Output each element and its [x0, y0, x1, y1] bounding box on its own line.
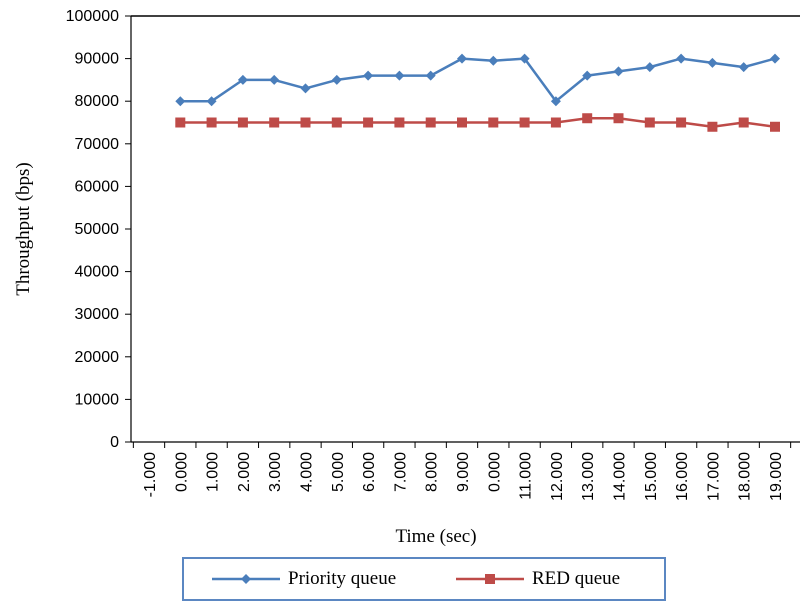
data-point-priority-queue	[363, 70, 374, 81]
data-point-priority-queue	[582, 70, 593, 81]
data-point-priority-queue	[738, 62, 749, 73]
y-tick-label: 0	[110, 434, 119, 451]
data-point-red-queue	[550, 117, 561, 128]
data-point-red-queue	[363, 117, 374, 128]
x-tick-label: 8.000	[424, 452, 441, 492]
data-point-red-queue	[582, 113, 593, 124]
y-tick-label: 40000	[75, 264, 120, 281]
y-tick-label: 10000	[75, 391, 120, 408]
data-point-priority-queue	[644, 62, 655, 73]
y-tick-label: 100000	[66, 8, 119, 25]
x-axis-title: Time (sec)	[395, 526, 476, 547]
legend-item-priority-queue: Priority queue	[212, 559, 396, 599]
data-point-priority-queue	[457, 53, 467, 64]
data-point-red-queue	[394, 117, 405, 128]
y-tick-label: 20000	[75, 349, 120, 366]
x-tick-label: 7.000	[392, 452, 409, 492]
x-tick-label: 17.000	[705, 452, 722, 501]
data-point-priority-queue	[519, 53, 530, 64]
data-point-red-queue	[644, 117, 655, 128]
x-tick-label: 15.000	[643, 452, 660, 501]
data-point-priority-queue	[300, 83, 311, 94]
y-axis-title: Throughput (bps)	[13, 162, 34, 296]
data-point-priority-queue	[331, 74, 342, 85]
data-point-red-queue	[237, 117, 248, 128]
x-tick-label: 6.000	[361, 452, 378, 492]
data-point-priority-queue	[707, 57, 718, 68]
x-tick-label: 5.000	[330, 452, 347, 492]
y-tick-label: 60000	[75, 178, 120, 195]
x-tick-label: 3.000	[267, 452, 284, 492]
x-tick-label: 9.000	[455, 452, 472, 492]
data-point-red-queue	[300, 117, 311, 128]
y-tick-label: 90000	[75, 51, 120, 68]
data-point-red-queue	[519, 117, 530, 128]
data-point-red-queue	[269, 117, 280, 128]
x-tick-label: 19.000	[768, 452, 785, 501]
y-axis-ticks: 0 10000 20000 30000 40000 50000 60000 70000 8000…	[66, 8, 131, 451]
x-tick-label: 12.000	[549, 452, 566, 501]
x-tick-label: 0.000	[173, 452, 190, 492]
x-tick-label: 16.000	[674, 452, 691, 501]
data-point-red-queue	[175, 117, 186, 128]
legend-item-red-queue: RED queue	[456, 559, 620, 599]
x-tick-label: 0.000	[486, 452, 503, 492]
data-point-priority-queue	[206, 96, 217, 107]
y-tick-label: 70000	[75, 136, 120, 153]
y-tick-label: 30000	[75, 306, 120, 323]
x-tick-label: 18.000	[737, 452, 754, 501]
series-line-priority-queue	[180, 57, 776, 103]
legend-swatch-red-queue	[456, 574, 524, 584]
data-point-priority-queue	[613, 66, 624, 77]
series-layer	[175, 53, 780, 132]
data-point-priority-queue	[394, 70, 405, 81]
data-point-red-queue	[425, 117, 436, 128]
x-tick-label: 4.000	[299, 452, 316, 492]
data-point-priority-queue	[770, 53, 780, 64]
series-line-red-queue	[180, 116, 776, 129]
x-tick-label: 1.000	[205, 452, 222, 492]
data-point-priority-queue	[550, 96, 561, 107]
legend-label-red-queue: RED queue	[532, 568, 621, 589]
data-point-red-queue	[707, 121, 718, 132]
data-point-priority-queue	[269, 74, 280, 85]
legend: Priority queue RED queue	[182, 557, 666, 601]
data-point-red-queue	[738, 117, 749, 128]
x-tick-label: 13.000	[580, 452, 597, 501]
throughput-chart: 0 10000 20000 30000 40000 50000 60000 70000 8000…	[13, 8, 800, 547]
data-point-priority-queue	[425, 70, 436, 81]
data-point-red-queue	[457, 117, 467, 128]
data-point-red-queue	[770, 121, 780, 132]
x-tick-label: -1.000	[142, 452, 159, 497]
legend-label-priority-queue: Priority queue	[288, 568, 397, 589]
data-point-red-queue	[676, 117, 687, 128]
data-point-red-queue	[331, 117, 342, 128]
data-point-red-queue	[488, 117, 499, 128]
y-tick-label: 50000	[75, 221, 120, 238]
x-axis-ticks: -1.000 0.000 1.000 2.000 3.000 4.000 5.000 6.00…	[132, 442, 792, 501]
data-point-red-queue	[206, 117, 217, 128]
x-tick-label: 14.000	[612, 452, 629, 501]
data-point-priority-queue	[237, 74, 248, 85]
data-point-priority-queue	[676, 53, 687, 64]
data-point-priority-queue	[488, 55, 499, 66]
x-tick-label: 11.000	[518, 452, 535, 500]
y-tick-label: 80000	[75, 93, 120, 110]
data-point-priority-queue	[175, 96, 186, 107]
legend-swatch-priority-queue	[212, 574, 280, 584]
data-point-red-queue	[613, 113, 624, 124]
x-tick-label: 2.000	[236, 452, 253, 492]
